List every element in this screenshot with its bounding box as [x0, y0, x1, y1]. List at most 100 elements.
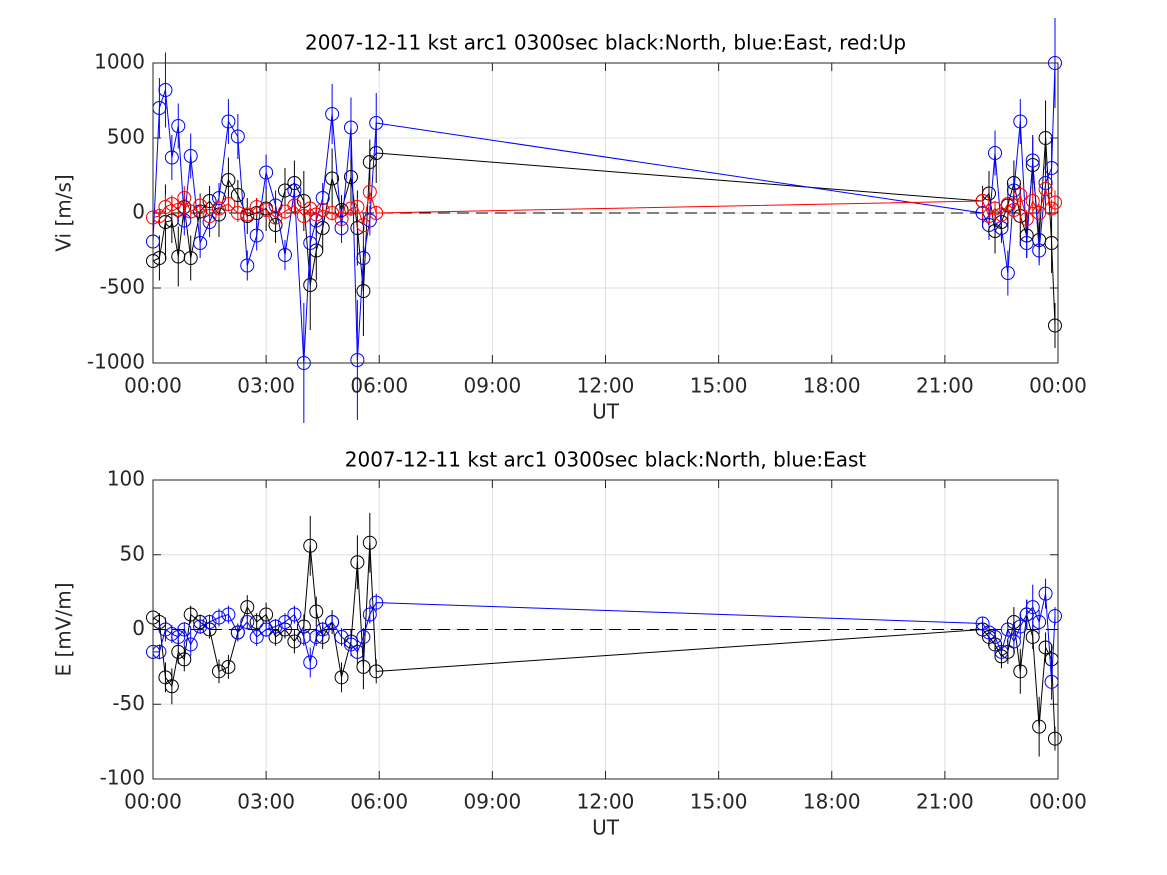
chart-title: 2007-12-11 kst arc1 0300sec black:North,… — [305, 31, 906, 55]
data-point — [202, 622, 217, 637]
x-tick-label: 00:00 — [1029, 374, 1087, 398]
data-point — [1025, 194, 1040, 208]
x-tick-label: 06:00 — [350, 790, 408, 814]
y-tick-label: -500 — [100, 275, 145, 299]
data-point — [268, 629, 283, 644]
data-point — [1025, 629, 1040, 644]
x-tick-label: 03:00 — [237, 790, 295, 814]
data-point — [287, 183, 302, 198]
x-tick-label: 21:00 — [916, 790, 974, 814]
data-point — [164, 213, 179, 228]
data-point — [240, 207, 255, 222]
data-point — [287, 176, 302, 190]
data-point — [988, 146, 1003, 160]
x-tick-label: 18:00 — [803, 374, 861, 398]
data-point — [158, 83, 173, 97]
data-point — [240, 600, 255, 615]
data-point — [193, 619, 208, 634]
data-point — [221, 659, 236, 674]
data-point — [193, 198, 208, 213]
data-point — [1013, 664, 1028, 679]
x-tick-label: 21:00 — [916, 374, 974, 398]
y-tick-label: -100 — [100, 766, 145, 790]
data-point — [1038, 640, 1053, 655]
data-point — [177, 191, 192, 205]
data-point — [356, 251, 371, 265]
data-point — [287, 198, 302, 213]
data-point — [259, 203, 274, 217]
series-line — [152, 137, 1056, 326]
x-tick-label: 09:00 — [464, 790, 522, 814]
data-point — [277, 183, 292, 198]
data-point — [362, 535, 377, 550]
data-point — [343, 170, 358, 184]
data-point — [277, 615, 292, 630]
data-point — [369, 116, 384, 130]
data-point — [1013, 114, 1028, 129]
data-point — [1025, 158, 1040, 172]
x-tick-label: 12:00 — [577, 374, 635, 398]
data-point — [1006, 203, 1021, 217]
data-point — [994, 644, 1009, 659]
y-axis-label: E [mV/m] — [52, 583, 76, 677]
data-point — [202, 209, 217, 223]
data-point — [356, 218, 371, 232]
data-point — [362, 185, 377, 199]
data-point — [259, 622, 274, 637]
y-tick-label: 1000 — [94, 50, 145, 74]
x-tick-label: 18:00 — [803, 790, 861, 814]
data-point — [1013, 619, 1028, 634]
data-point — [177, 622, 192, 637]
data-point — [303, 236, 318, 250]
data-point — [202, 194, 217, 208]
data-point — [975, 194, 990, 208]
data-point — [1025, 153, 1040, 168]
data-point — [183, 637, 198, 652]
data-point — [356, 284, 371, 298]
data-point — [334, 221, 349, 235]
y-tick-label: 0 — [132, 200, 145, 224]
x-tick-label: 15:00 — [690, 374, 748, 398]
data-point — [1038, 182, 1053, 196]
data-point — [171, 119, 186, 133]
data-point — [193, 236, 208, 250]
data-point — [287, 607, 302, 622]
data-point — [334, 203, 349, 217]
data-point — [183, 607, 198, 622]
data-point — [350, 200, 365, 214]
y-axis-label: Vi [m/s] — [52, 174, 76, 251]
data-point — [211, 610, 226, 625]
data-point — [334, 629, 349, 644]
data-point — [221, 607, 236, 622]
data-point — [296, 619, 311, 634]
data-point — [325, 615, 340, 630]
data-point — [334, 212, 349, 226]
data-point — [369, 664, 384, 679]
data-point — [1047, 195, 1062, 210]
y-tick-label: 0 — [132, 616, 145, 640]
data-point — [1013, 188, 1028, 202]
data-point — [296, 629, 311, 644]
data-point — [315, 203, 330, 217]
data-point — [277, 248, 292, 262]
data-point — [369, 595, 384, 610]
data-point — [1025, 600, 1040, 615]
data-point — [164, 626, 179, 641]
data-point — [369, 206, 384, 220]
data-point — [1047, 731, 1062, 746]
data-point — [193, 615, 208, 630]
data-point — [975, 206, 990, 220]
data-point — [1032, 206, 1047, 220]
data-point — [183, 149, 198, 163]
data-point — [249, 615, 264, 630]
data-point — [1019, 212, 1034, 226]
data-point — [177, 652, 192, 667]
data-point — [315, 191, 330, 205]
chart-title: 2007-12-11 kst arc1 0300sec black:North,… — [345, 448, 867, 472]
x-tick-label: 06:00 — [350, 374, 408, 398]
x-axis-label: UT — [592, 816, 620, 840]
x-axis-label: UT — [592, 400, 620, 424]
data-point — [303, 538, 318, 553]
data-point — [315, 622, 330, 637]
data-point — [230, 129, 245, 144]
